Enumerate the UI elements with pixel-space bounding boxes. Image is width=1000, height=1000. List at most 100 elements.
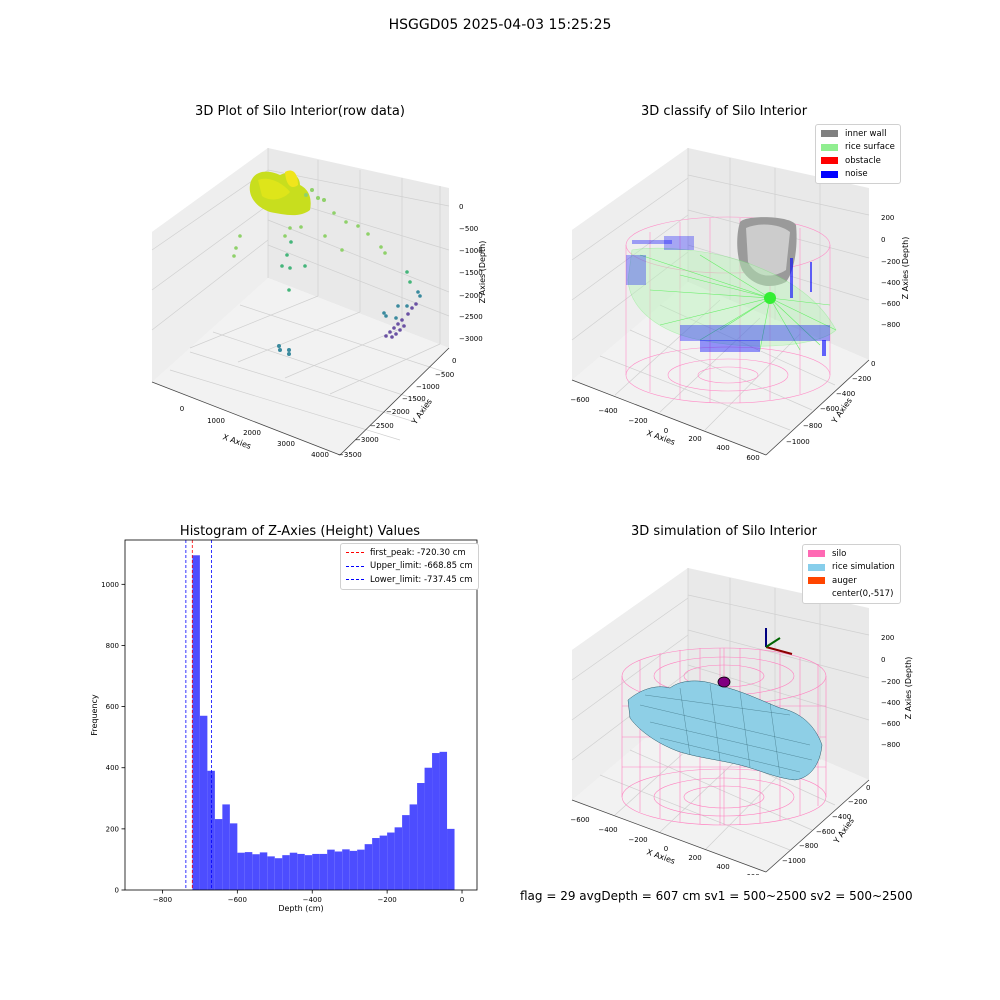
simulation-legend: silo rice simulation auger center(0,-517… xyxy=(802,544,901,604)
histogram-bar xyxy=(199,715,208,890)
histogram-plot: −800 −600 −400 −200 0 0 200 400 600 800 1000 Dept… xyxy=(90,539,478,913)
histogram-bar xyxy=(192,555,200,890)
classify-z-tick: −200 xyxy=(881,258,900,266)
status-line: flag = 29 avgDepth = 607 cm sv1 = 500~25… xyxy=(520,889,913,903)
legend-item-first-peak: first_peak: -720.30 cm xyxy=(346,546,473,560)
classify-y-tick: −800 xyxy=(803,422,822,430)
simulation-x-tick: 600 xyxy=(746,873,759,875)
simulation-z-axis-label: Z Axies (Depth) xyxy=(904,657,913,720)
raw-x-tick: 3000 xyxy=(277,440,295,448)
histogram-bar xyxy=(424,767,433,890)
histogram-x-axis-label: Depth (cm) xyxy=(278,904,323,913)
classify-x-tick: −200 xyxy=(628,417,647,425)
histogram-bar xyxy=(372,838,380,890)
classify-y-tick: −200 xyxy=(852,375,871,383)
classify-z-tick: 200 xyxy=(881,214,894,222)
raw-x-tick: 2000 xyxy=(243,429,261,437)
classify-3d-grid xyxy=(571,148,870,431)
orientation-axes-icon xyxy=(765,628,793,655)
classify-y-tick: −1000 xyxy=(786,438,810,446)
raw-z-tick: −3000 xyxy=(459,335,483,343)
simulation-z-tick: −800 xyxy=(881,741,900,749)
classify-z-tick: −600 xyxy=(881,300,900,308)
raw-x-tick: 4000 xyxy=(311,451,329,459)
histogram-bar xyxy=(289,852,298,890)
histogram-legend: first_peak: -720.30 cm Upper_limit: -668… xyxy=(340,543,479,590)
raw-y-tick: −3000 xyxy=(355,436,379,444)
histogram-bar xyxy=(222,804,230,890)
histogram-bar xyxy=(342,849,350,890)
simulation-y-tick: −1000 xyxy=(782,857,806,865)
raw-3d-grid xyxy=(151,148,450,441)
simulation-plot-title: 3D simulation of Silo Interior xyxy=(631,524,817,539)
raw-point-cloud xyxy=(232,170,422,356)
histogram-bar xyxy=(409,804,418,890)
histogram-bar xyxy=(274,858,283,890)
histogram-x-tick-label: 0 xyxy=(460,896,464,904)
raw-3d-axes xyxy=(151,347,450,456)
raw-z-tick: −500 xyxy=(459,225,478,233)
classify-y-tick: −600 xyxy=(820,405,839,413)
classify-x-tick: −400 xyxy=(598,407,617,415)
histogram-bar xyxy=(432,753,440,890)
histogram-bar xyxy=(417,783,425,890)
histogram-bar xyxy=(394,827,403,890)
legend-item-center: center(0,-517) xyxy=(832,589,894,600)
raw-x-tick: 1000 xyxy=(207,417,225,425)
noise-points xyxy=(626,236,830,356)
legend-item-rice-surface: rice surface xyxy=(821,141,895,155)
raw-3d-plot: 0 1000 2000 3000 4000 0 −500 −1000 −1500… xyxy=(151,148,487,459)
simulation-x-tick: −200 xyxy=(628,836,647,844)
classify-x-tick: 200 xyxy=(688,435,701,443)
inner-wall-points xyxy=(737,217,797,286)
simulation-z-tick: 0 xyxy=(881,656,885,664)
classify-3d-plot: −600 −400 −200 0 200 400 600 0 −200 −400… xyxy=(570,148,910,462)
legend-item-silo: silo xyxy=(808,547,895,561)
histogram-bar xyxy=(439,751,448,890)
raw-y-tick: −3500 xyxy=(338,451,362,459)
simulation-x-tick: 400 xyxy=(716,863,729,871)
histogram-bars xyxy=(192,555,455,890)
simulation-z-tick: 200 xyxy=(881,634,894,642)
simulation-y-tick: −800 xyxy=(799,842,818,850)
raw-y-tick: −1500 xyxy=(402,395,426,403)
histogram-y-tick-label: 200 xyxy=(106,825,119,833)
classify-z-tick: 0 xyxy=(881,236,885,244)
histogram-y-tick-label: 0 xyxy=(115,887,119,895)
histogram-y-ticks: 0 200 400 600 800 1000 xyxy=(101,581,125,895)
simulation-x-tick: 0 xyxy=(664,845,668,853)
histogram-x-tick-label: −200 xyxy=(378,896,397,904)
histogram-bar xyxy=(387,832,395,890)
silo-wireframe xyxy=(625,216,831,404)
simulation-y-tick: −400 xyxy=(832,813,851,821)
classify-x-tick: −600 xyxy=(570,396,589,404)
histogram-bar xyxy=(349,850,358,890)
histogram-bar xyxy=(327,849,335,890)
simulation-y-tick: −200 xyxy=(848,798,867,806)
histogram-x-tick-label: −800 xyxy=(153,896,172,904)
raw-z-tick: −2000 xyxy=(459,292,483,300)
raw-z-tick: −1500 xyxy=(459,269,483,277)
histogram-bar xyxy=(244,852,253,890)
histogram-bar xyxy=(214,819,223,890)
raw-z-axis-label: Z Axies (Depth) xyxy=(478,241,487,304)
histogram-bar xyxy=(319,853,328,890)
histogram-bar xyxy=(282,855,290,890)
simulation-3d-plot: −600 −400 −200 0 200 400 600 0 −200 −400… xyxy=(570,568,913,875)
simulation-y-tick: −600 xyxy=(816,828,835,836)
legend-item-obstacle: obstacle xyxy=(821,154,895,168)
simulation-z-tick: −200 xyxy=(881,678,900,686)
histogram-x-ticks: −800 −600 −400 −200 0 xyxy=(153,890,464,904)
histogram-bar xyxy=(357,849,365,890)
classify-z-tick: −400 xyxy=(881,279,900,287)
histogram-bar xyxy=(237,852,245,890)
histogram-y-tick-label: 400 xyxy=(106,764,119,772)
histogram-bar xyxy=(252,854,260,890)
simulation-x-tick: −400 xyxy=(598,826,617,834)
histogram-bar xyxy=(364,844,373,890)
histogram-bar xyxy=(379,835,388,890)
histogram-x-tick-label: −400 xyxy=(303,896,322,904)
classify-z-axis-label: Z Axies (Depth) xyxy=(901,237,910,300)
raw-z-tick: −2500 xyxy=(459,313,483,321)
classify-x-tick: 600 xyxy=(746,454,759,462)
